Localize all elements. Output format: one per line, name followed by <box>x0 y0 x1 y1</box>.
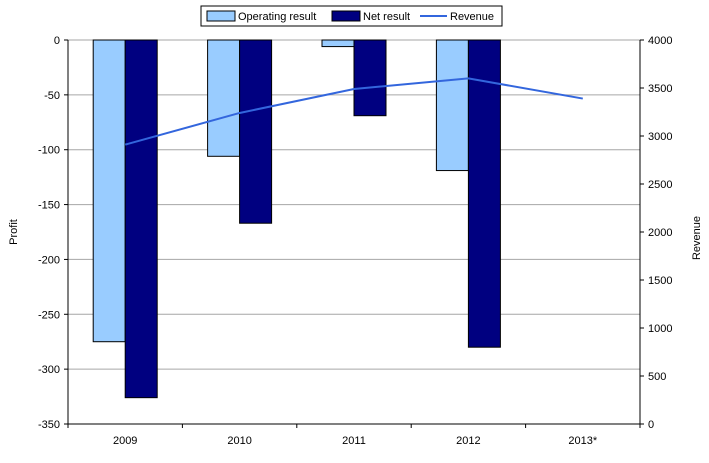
right-tick-label: 500 <box>648 371 666 383</box>
legend-swatch-operating-result <box>207 11 235 21</box>
bar-operating-result <box>93 40 125 342</box>
right-tick-label: 3000 <box>648 131 672 143</box>
left-tick-label: -50 <box>44 90 60 102</box>
right-tick-label: 4000 <box>648 35 672 47</box>
bar-group <box>93 40 500 398</box>
bar-operating-result <box>436 40 468 171</box>
right-tick-label: 1500 <box>648 275 672 287</box>
bar-net-result <box>240 40 272 223</box>
legend-label-revenue: Revenue <box>450 11 494 23</box>
left-tick-label: -350 <box>38 419 60 431</box>
right-tick-label: 2000 <box>648 227 672 239</box>
bar-net-result <box>468 40 500 347</box>
x-tick-label: 2009 <box>113 435 137 447</box>
legend-label-net-result: Net result <box>363 11 410 23</box>
right-tick-labels: 4000 3500 3000 2500 2000 1500 1000 500 0 <box>640 35 672 431</box>
y-axis-label-right: Revenue <box>691 216 703 260</box>
legend-label-operating-result: Operating result <box>238 11 316 23</box>
x-tick-label: 2010 <box>227 435 251 447</box>
right-tick-label: 3500 <box>648 83 672 95</box>
right-tick-label: 0 <box>648 419 654 431</box>
left-tick-labels: 0 -50 -100 -150 -200 -250 -300 -350 <box>38 35 68 431</box>
right-tick-label: 2500 <box>648 179 672 191</box>
x-tick-label: 2012 <box>456 435 480 447</box>
left-tick-label: -100 <box>38 145 60 157</box>
bar-operating-result <box>322 40 354 47</box>
x-tick-labels: 2009 2010 2011 2012 2013* <box>68 424 640 447</box>
right-tick-label: 1000 <box>648 323 672 335</box>
left-tick-label: -200 <box>38 254 60 266</box>
left-tick-label: -150 <box>38 200 60 212</box>
legend: Operating result Net result Revenue <box>201 6 502 26</box>
left-tick-label: -300 <box>38 364 60 376</box>
bar-operating-result <box>208 40 240 156</box>
left-tick-label: -250 <box>38 309 60 321</box>
bar-net-result <box>354 40 386 116</box>
bar-net-result <box>125 40 157 398</box>
left-tick-label: 0 <box>54 35 60 47</box>
legend-swatch-net-result <box>332 11 360 21</box>
y-axis-label-left: Profit <box>8 219 20 245</box>
x-tick-label: 2013* <box>568 435 597 447</box>
x-tick-label: 2011 <box>342 435 366 447</box>
